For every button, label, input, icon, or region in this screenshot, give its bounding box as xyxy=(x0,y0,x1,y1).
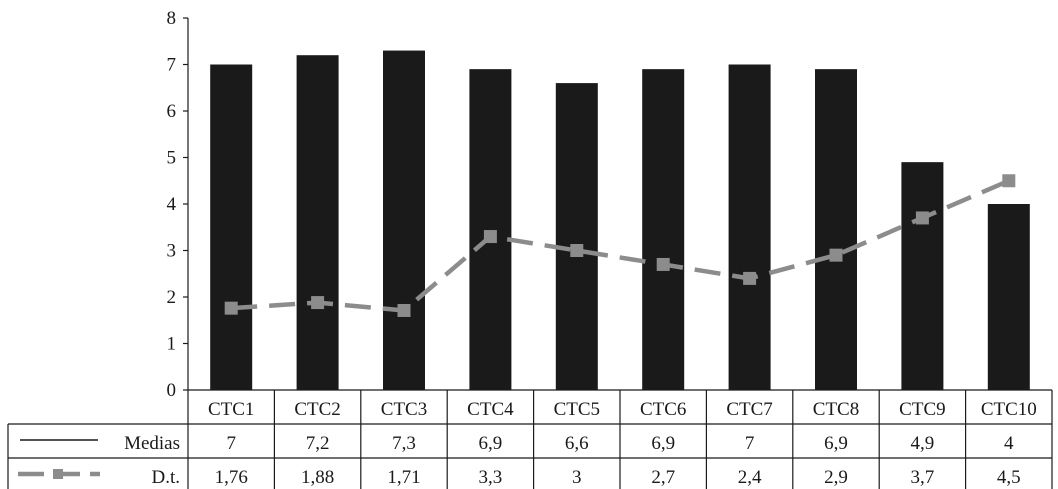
table-cell-dt: 1,76 xyxy=(215,467,248,488)
x-tick-label: CTC2 xyxy=(294,399,340,420)
bar-ctc9 xyxy=(901,162,944,390)
legend-marker-dt xyxy=(53,469,63,479)
bar-ctc5 xyxy=(555,83,598,390)
dt-point-ctc5 xyxy=(570,244,584,257)
table-cell-dt: 1,88 xyxy=(301,467,334,488)
bar-ctc10 xyxy=(987,204,1030,390)
data-table: CTC1 CTC2 CTC3 CTC4 CTC5 CTC6 CTC7 CTC8 CTC9 CTC1… xyxy=(7,389,1053,489)
table-cell-medias: 6,6 xyxy=(565,433,589,454)
table-cell-dt: 3,7 xyxy=(911,467,935,488)
y-tick-label: 2 xyxy=(167,287,177,308)
x-tick-label: CTC7 xyxy=(726,399,772,420)
x-tick-label: CTC10 xyxy=(981,399,1037,420)
bar-ctc1 xyxy=(210,64,253,390)
dt-point-ctc6 xyxy=(656,257,670,271)
table-cell-medias: 6,9 xyxy=(651,433,675,454)
y-tick-label: 4 xyxy=(167,194,177,215)
table-cell-dt: 1,71 xyxy=(387,467,420,488)
bar-series-medias xyxy=(210,50,1030,391)
bar-ctc2 xyxy=(296,55,339,390)
y-tick-label: 3 xyxy=(167,241,177,262)
line-series-dt xyxy=(224,174,1016,317)
x-tick-label: CTC9 xyxy=(899,399,945,420)
bar-ctc6 xyxy=(642,69,685,391)
y-tick-label: 8 xyxy=(167,8,177,29)
y-tick-label: 1 xyxy=(167,334,177,355)
table-cell-dt: 3,3 xyxy=(479,467,503,488)
table-cell-dt: 4,5 xyxy=(997,467,1021,488)
table-cell-medias: 7,2 xyxy=(306,433,330,454)
dt-point-ctc10 xyxy=(1002,174,1016,188)
y-tick-label: 5 xyxy=(167,148,177,169)
bar-ctc8 xyxy=(815,69,857,391)
table-cell-medias: 6,9 xyxy=(824,433,848,454)
x-tick-label: CTC3 xyxy=(381,399,427,420)
x-tick-label: CTC1 xyxy=(208,399,254,420)
dt-point-ctc8 xyxy=(829,248,843,262)
x-tick-label: CTC4 xyxy=(467,399,514,420)
table-cell-dt: 2,4 xyxy=(738,467,762,488)
dt-series-line xyxy=(231,178,1010,313)
table-cell-medias: 7 xyxy=(226,433,236,454)
dt-point-ctc7 xyxy=(743,271,757,285)
y-tick-label: 0 xyxy=(167,380,177,401)
dt-point-ctc1 xyxy=(224,301,238,315)
bar-ctc4 xyxy=(469,69,512,391)
bar-ctc7 xyxy=(728,64,771,390)
y-axis: 0 1 2 3 4 5 6 7 8 xyxy=(167,8,189,401)
table-cell-dt: 2,9 xyxy=(824,467,848,488)
bar-ctc3 xyxy=(383,50,425,391)
x-tick-label: CTC6 xyxy=(640,399,686,420)
dt-point-ctc3 xyxy=(397,303,411,317)
table-cell-medias: 7,3 xyxy=(392,433,416,454)
table-cell-dt: 2,7 xyxy=(651,467,675,488)
legend-label-dt: D.t. xyxy=(152,467,181,488)
y-tick-label: 6 xyxy=(167,101,177,122)
table-cell-dt: 3 xyxy=(572,467,582,488)
x-tick-label: CTC8 xyxy=(813,399,859,420)
table-cell-medias: 4,9 xyxy=(911,433,935,454)
dt-point-ctc2 xyxy=(311,296,325,310)
dt-point-ctc4 xyxy=(483,230,497,244)
table-cell-medias: 4 xyxy=(1004,433,1014,454)
x-tick-label: CTC5 xyxy=(554,399,600,420)
dt-point-ctc9 xyxy=(915,211,929,225)
table-cell-medias: 7 xyxy=(745,433,755,454)
legend-label-medias: Medias xyxy=(124,433,180,454)
table-cell-medias: 6,9 xyxy=(479,433,503,454)
y-tick-label: 7 xyxy=(167,55,177,76)
